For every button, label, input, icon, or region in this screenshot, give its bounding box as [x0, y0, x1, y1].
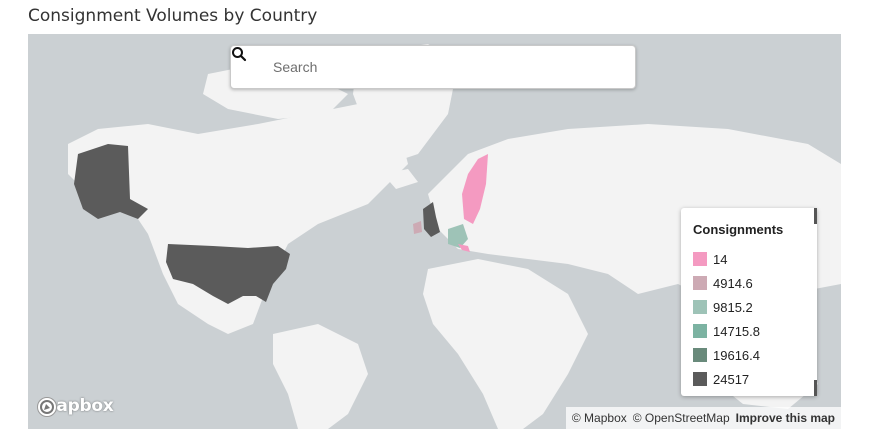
- country-italy: [458, 244, 470, 252]
- legend-title: Consignments: [693, 222, 784, 237]
- africa-land: [423, 259, 588, 429]
- search-box[interactable]: [230, 45, 636, 89]
- legend-item: 24517: [693, 367, 817, 391]
- legend-swatch: [693, 300, 707, 314]
- legend-label: 9815.2: [713, 299, 753, 315]
- attribution-bar: © Mapbox © OpenStreetMap Improve this ma…: [565, 407, 841, 429]
- mapbox-logo-text: mapbox: [39, 396, 114, 416]
- country-usa: [166, 244, 290, 304]
- legend: Consignments 14 4914.6 9815.2 14715.8 19…: [681, 208, 817, 396]
- attribution-osm-link[interactable]: © OpenStreetMap: [632, 411, 730, 425]
- legend-label: 14715.8: [713, 323, 760, 339]
- legend-swatch: [693, 324, 707, 338]
- legend-swatch: [693, 348, 707, 362]
- search-input[interactable]: [271, 58, 615, 76]
- country-sweden-finland: [462, 154, 488, 224]
- attribution-mapbox-link[interactable]: © Mapbox: [571, 411, 627, 425]
- mapbox-logo-icon: [37, 397, 57, 417]
- legend-label: 4914.6: [713, 275, 753, 291]
- mapbox-logo[interactable]: mapbox: [36, 396, 114, 417]
- country-ireland: [413, 221, 422, 234]
- country-uk: [423, 202, 440, 237]
- legend-swatch: [693, 252, 707, 266]
- legend-swatch: [693, 276, 707, 290]
- legend-scrollbar-bottom: [814, 380, 817, 396]
- map-canvas[interactable]: Consignments 14 4914.6 9815.2 14715.8 19…: [28, 34, 841, 429]
- improve-map-link[interactable]: Improve this map: [735, 411, 835, 425]
- legend-swatch: [693, 372, 707, 386]
- legend-scrollbar-top: [814, 208, 817, 224]
- page-title: Consignment Volumes by Country: [28, 6, 318, 26]
- legend-label: 14: [713, 251, 728, 267]
- legend-item: 9815.2: [693, 295, 817, 319]
- iceland: [383, 169, 418, 189]
- legend-label: 19616.4: [713, 347, 760, 363]
- country-alaska: [74, 144, 148, 219]
- legend-item: 14: [693, 247, 817, 271]
- north-america-land: [68, 104, 408, 334]
- country-germany: [448, 224, 468, 248]
- legend-item: 14715.8: [693, 319, 817, 343]
- legend-item: 4914.6: [693, 271, 817, 295]
- south-america-land: [273, 324, 368, 429]
- legend-item: 19616.4: [693, 343, 817, 367]
- legend-label: 24517: [713, 371, 750, 387]
